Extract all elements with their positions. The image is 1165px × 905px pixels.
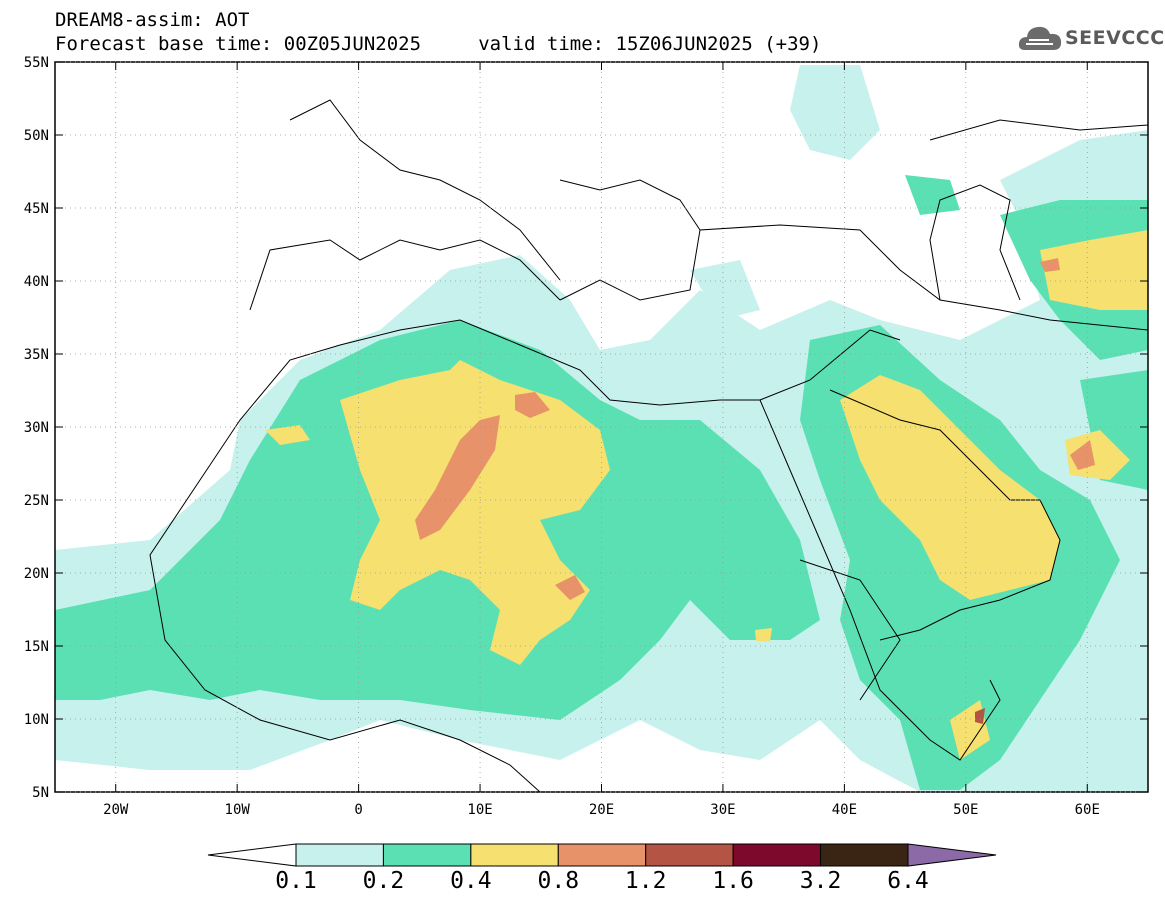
lat-tick-label: 35N	[24, 347, 49, 363]
colorbar-under-triangle	[207, 843, 297, 867]
colorbar-swatch	[470, 843, 559, 867]
lat-tick-label: 40N	[24, 274, 49, 290]
colorbar-label: 0.2	[362, 868, 405, 894]
lon-tick-label: 20E	[589, 802, 614, 818]
lon-tick-label: 60E	[1075, 802, 1100, 818]
colorbar-label: 3.2	[799, 868, 842, 894]
cloud-icon	[1018, 26, 1062, 50]
colorbar-swatch	[645, 843, 734, 867]
lat-tick-label: 25N	[24, 493, 49, 509]
lat-tick-label: 5N	[32, 785, 49, 801]
lon-tick-label: 30E	[710, 802, 735, 818]
colorbar-swatch	[557, 843, 647, 867]
map-title: DREAM8-assim: AOT	[55, 9, 250, 31]
lon-tick-label: 10E	[467, 802, 492, 818]
colorbar-swatch	[820, 843, 909, 867]
colorbar	[207, 843, 997, 867]
aot-fill-layer	[55, 65, 1148, 792]
lat-tick-label: 10N	[24, 712, 49, 728]
coastline-layer	[149, 99, 1148, 792]
colorbar-label: 1.6	[712, 868, 754, 894]
lat-tick-label: 30N	[24, 420, 49, 436]
lon-tick-label: 10W	[225, 802, 251, 818]
colorbar-label: 0.1	[275, 868, 317, 894]
forecast-time-line: Forecast base time: 00Z05JUN2025 valid t…	[55, 33, 822, 55]
lat-tick-label: 15N	[24, 639, 49, 655]
colorbar-over-triangle	[907, 843, 997, 867]
lon-tick-label: 50E	[953, 802, 978, 818]
colorbar-label: 1.2	[624, 868, 667, 894]
colorbar-swatch	[382, 843, 472, 867]
lat-tick-label: 45N	[24, 201, 49, 217]
lat-tick-label: 55N	[24, 55, 49, 71]
colorbar-swatch	[732, 843, 822, 867]
seevccc-logo: SEEVCCC	[1017, 22, 1164, 58]
lon-tick-label: 0	[354, 802, 362, 818]
colorbar-swatch	[295, 843, 384, 867]
colorbar-label: 0.4	[450, 868, 492, 894]
colorbar-label: 0.8	[537, 868, 580, 894]
axis-ticks: 55N 50N 45N 40N 35N 30N 25N 20N 15N 10N 5N 20W 10W 0 1…	[24, 55, 1148, 818]
logo-text: SEEVCCC	[1065, 27, 1165, 49]
lat-tick-label: 20N	[24, 566, 49, 582]
colorbar-label: 6.4	[887, 868, 929, 894]
lon-tick-label: 40E	[832, 802, 857, 818]
lon-tick-label: 20W	[103, 802, 129, 818]
lat-tick-label: 50N	[24, 128, 49, 144]
